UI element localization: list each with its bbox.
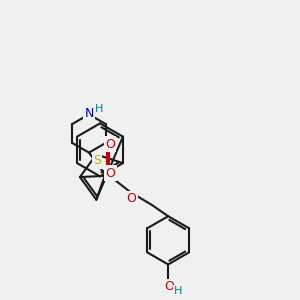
Text: O: O [127, 192, 136, 205]
Text: O: O [106, 167, 116, 180]
Text: H: H [95, 104, 103, 114]
Text: S: S [93, 154, 101, 167]
Text: O: O [164, 280, 174, 293]
Text: H: H [174, 286, 183, 296]
Text: N: N [84, 107, 94, 120]
Text: O: O [105, 138, 115, 151]
